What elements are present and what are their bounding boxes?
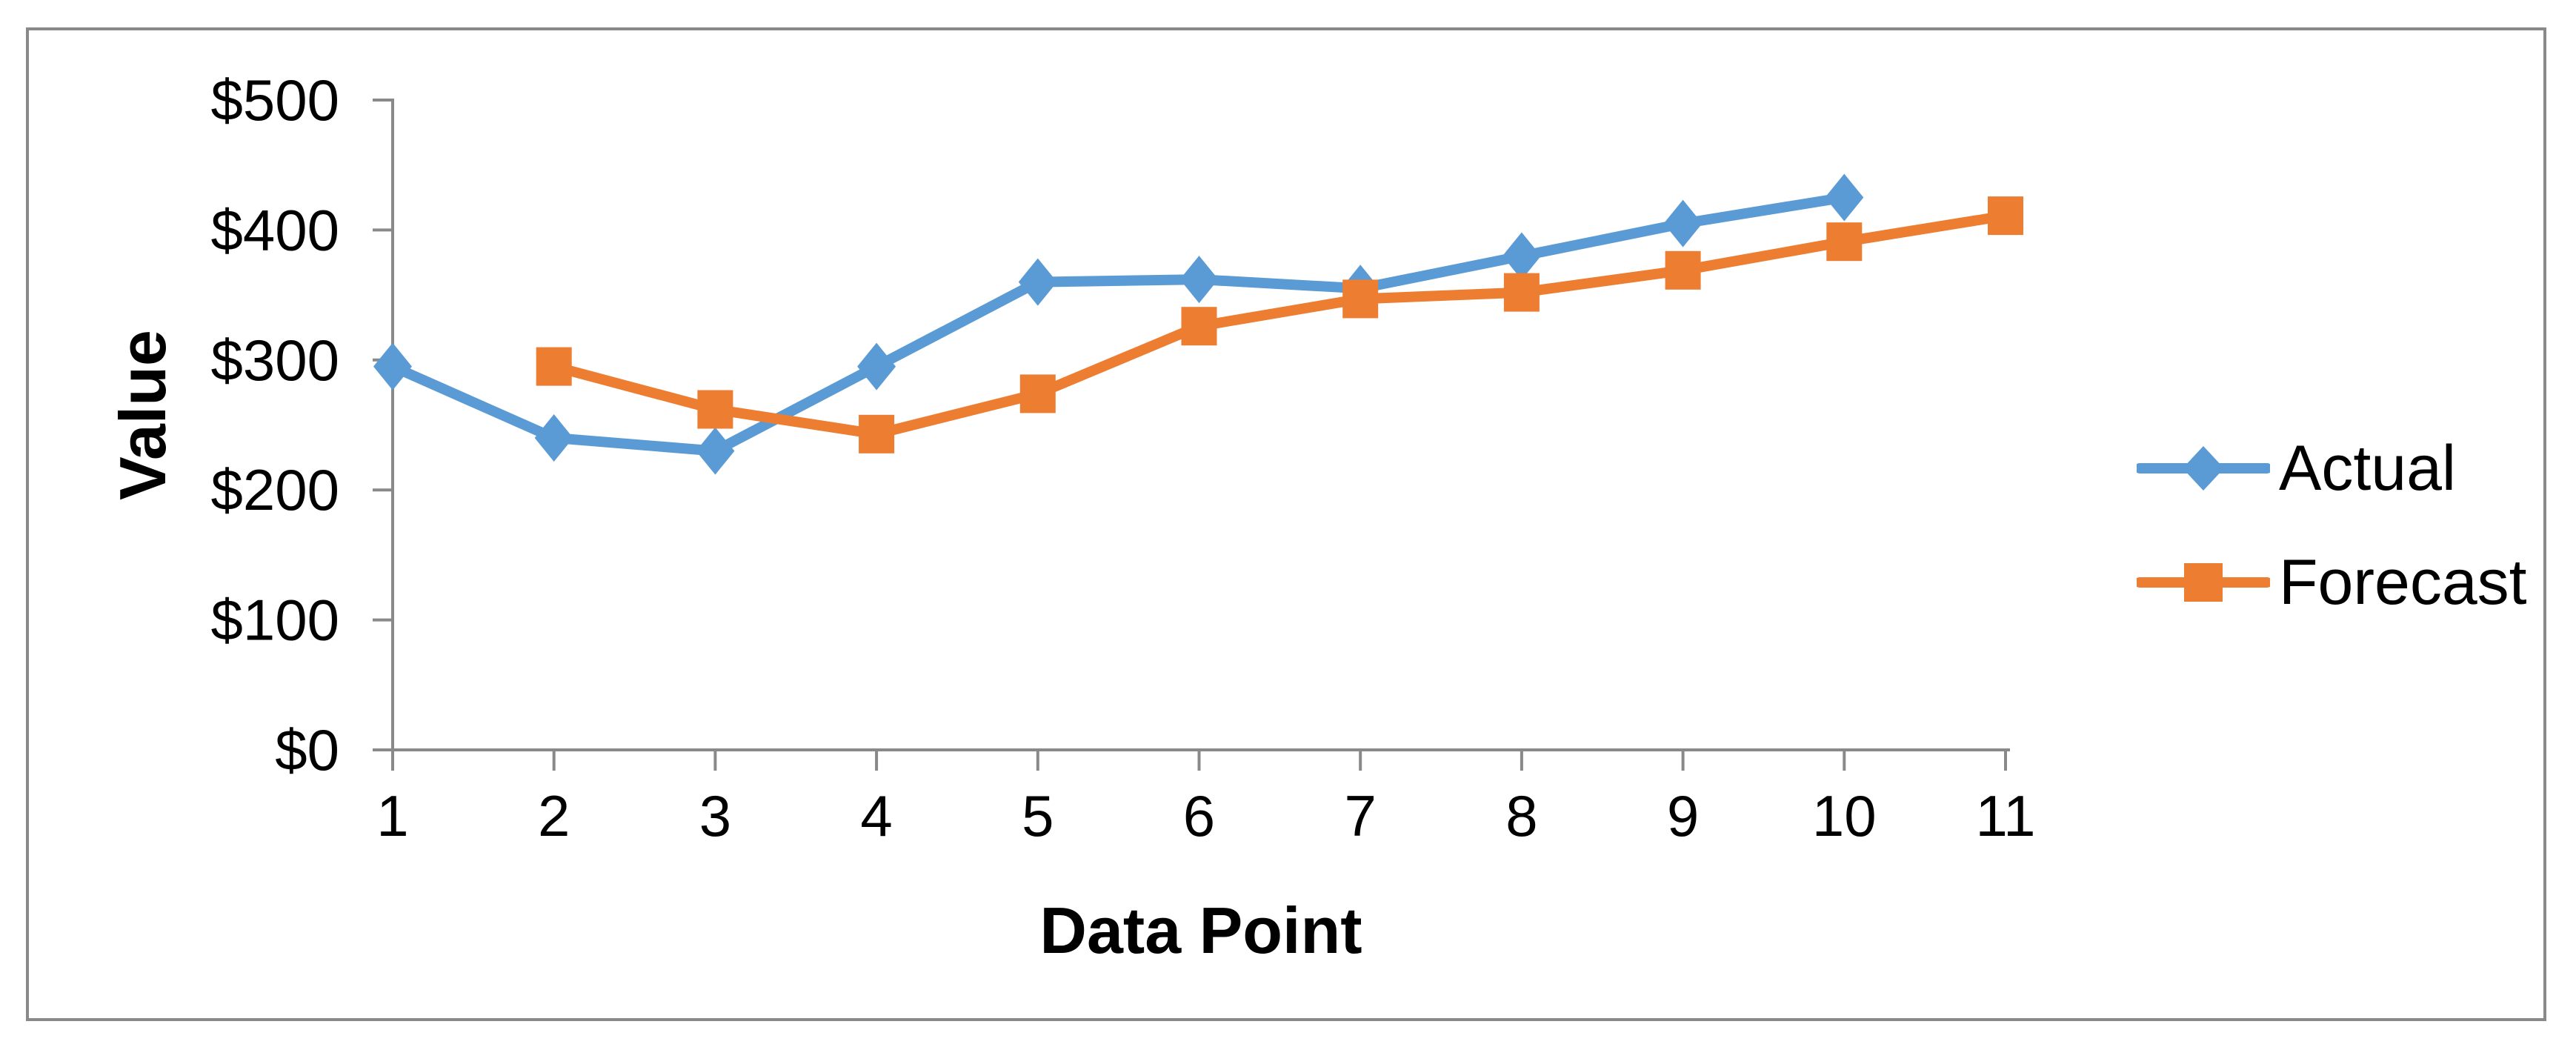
actual-data-point-marker: [373, 342, 412, 391]
x-tick-label: 3: [699, 783, 731, 848]
actual-data-point-marker: [1663, 199, 1703, 247]
forecast-data-point-marker: [1988, 196, 2023, 236]
legend-label-forecast: Forecast: [2279, 547, 2527, 618]
forecast-data-point-marker: [1665, 250, 1701, 290]
forecast-data-point-marker: [697, 390, 733, 429]
actual-data-point-marker: [1502, 232, 1541, 280]
forecast-data-point-marker: [536, 347, 572, 386]
y-tick-label: $400: [210, 197, 339, 262]
x-tick-label: 6: [1183, 783, 1215, 848]
actual-data-point-marker: [857, 342, 896, 391]
x-axis-title: Data Point: [1039, 894, 1362, 967]
y-axis-title: Value: [106, 330, 179, 500]
forecast-series-line: [548, 210, 2011, 439]
actual-legend-marker-icon: [2137, 446, 2270, 491]
forecast-data-point-marker: [1503, 273, 1540, 312]
x-tick-label: 5: [1022, 783, 1054, 848]
x-tick-label: 8: [1505, 783, 1537, 848]
actual-data-point-marker: [1825, 173, 1864, 222]
y-tick-label: $500: [210, 67, 339, 133]
forecast-data-point-marker: [1019, 374, 1056, 413]
legend-item-actual: Actual: [2137, 433, 2456, 504]
forecast-data-point-marker: [1342, 279, 1379, 319]
actual-data-point-marker: [1179, 256, 1219, 304]
legend-label-actual: Actual: [2279, 433, 2457, 504]
x-tick-label: 2: [538, 783, 570, 848]
actual-data-point-marker: [534, 414, 573, 462]
x-tick-label: 1: [376, 783, 408, 848]
chart-area-border: [26, 27, 2546, 1021]
forecast-data-point-marker: [1181, 307, 1217, 346]
forecast-data-point-marker: [1826, 222, 1863, 262]
x-tick-label: 4: [860, 783, 892, 848]
actual-series-line: [387, 192, 1850, 456]
actual-data-point-marker: [696, 427, 735, 475]
actual-data-point-marker: [1018, 258, 1057, 306]
forecast-legend-marker-icon: [2137, 563, 2270, 602]
y-tick-label: $100: [210, 588, 339, 653]
legend-item-forecast: Forecast: [2137, 547, 2527, 618]
x-tick-label: 10: [1812, 783, 1877, 848]
forecast-data-point-marker: [859, 414, 895, 453]
x-tick-label: 11: [1976, 783, 2036, 848]
y-tick-label: $0: [275, 717, 339, 782]
x-tick-label: 7: [1345, 783, 1377, 848]
y-tick-label: $300: [210, 328, 339, 393]
x-tick-label: 9: [1667, 783, 1699, 848]
y-tick-label: $200: [210, 457, 339, 522]
